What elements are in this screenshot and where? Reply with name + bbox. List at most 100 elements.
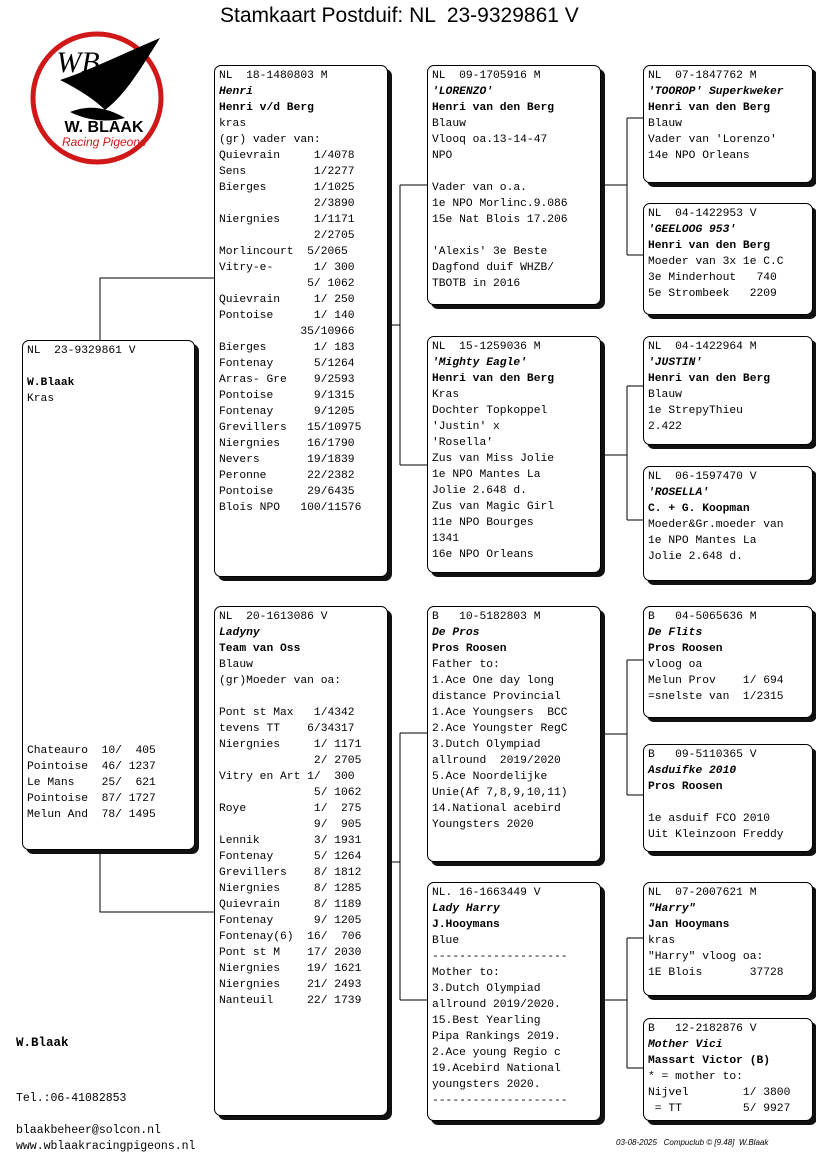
ring-number: NL 07-1847762 M	[648, 70, 757, 82]
spacer	[432, 164, 600, 180]
pigeon-card: NL. 16-1663449 V Lady Harry J.Hooymans Blue…	[427, 882, 601, 1121]
note-line: 1e StrepyThieu	[648, 405, 743, 417]
note-line: 5e Strombeek 2209	[648, 288, 777, 300]
note-line: Nevers 19/1839	[219, 454, 355, 466]
note-line: Vitry-e- 1/ 300	[219, 262, 355, 274]
note-line: Pontoise 9/1315	[219, 390, 355, 402]
note-line: 'Rosella'	[432, 437, 494, 449]
note-line: Kras	[27, 393, 55, 405]
spacer	[648, 795, 812, 811]
note-line: (gr)Moeder van oa:	[219, 675, 342, 687]
note-line: 16e NPO Orleans	[432, 549, 534, 561]
phone: Tel.:06-41082853	[16, 1092, 127, 1105]
email: blaakbeheer@solcon.nl	[16, 1124, 161, 1137]
note-line: Niergnies 1/ 1171	[219, 739, 362, 751]
note-line: Niergnies 19/ 1621	[219, 963, 362, 975]
note-line: Sens 1/2277	[219, 166, 355, 178]
pigeon-card: NL 04-1422953 V 'GEELOOG 953' Henri van de…	[643, 203, 813, 315]
result-line: Chateauro 10/ 405	[27, 745, 156, 757]
note-line: Morlincourt 5/2065	[219, 246, 348, 258]
note-line: Blois NPO 100/11576	[219, 502, 362, 514]
note-line: distance Provincial	[432, 691, 561, 703]
note-line: Vitry en Art 1/ 300	[219, 771, 355, 783]
note-line: 5/ 1062	[219, 787, 362, 799]
pigeon-card: NL 15-1259036 M 'Mighty Eagle' Henri van d…	[427, 336, 601, 573]
ring-number: NL 15-1259036 M	[432, 341, 541, 353]
breeder: Henri van den Berg	[648, 102, 771, 114]
note-line: Fontenay 5/ 1264	[219, 851, 362, 863]
note-line: 2/ 2705	[219, 755, 362, 767]
note-line: Uit Kleinzoon Freddy	[648, 829, 784, 841]
note-line: 15e Nat Blois 17.206	[432, 214, 568, 226]
note-line: 2.Ace Youngster RegC	[432, 723, 568, 735]
note-line: (gr) vader van:	[219, 134, 321, 146]
note-line: Grevillers 15/10975	[219, 422, 362, 434]
breeder: J.Hooymans	[432, 919, 500, 931]
note-line: Lennik 3/ 1931	[219, 835, 362, 847]
note-line: Niergnies 16/1790	[219, 438, 355, 450]
note-line: kras	[648, 935, 676, 947]
note-line: Quievrain 1/4078	[219, 150, 355, 162]
result-line: Le Mans 25/ 621	[27, 777, 156, 789]
ring-number: B 04-5065636 M	[648, 611, 757, 623]
pigeon-name: De Pros	[432, 627, 480, 639]
ring-number: NL. 16-1663449 V	[432, 887, 541, 899]
breeder: Pros Roosen	[648, 643, 723, 655]
note-line: vloog oa	[648, 659, 703, 671]
note-line: kras	[219, 118, 247, 130]
note-line: 1e NPO Morlinc.9.086	[432, 198, 568, 210]
note-line: Arras- Gre 9/2593	[219, 374, 355, 386]
pigeon-card: B 09-5110365 V Asduifke 2010 Pros Roosen 1e…	[643, 744, 813, 852]
note-line: Blauw	[648, 118, 682, 130]
note-line: 'Justin' x	[432, 421, 500, 433]
logo: WB W. BLAAK Racing Pigeons	[30, 31, 164, 165]
breeder: Team van Oss	[219, 643, 301, 655]
note-line: "Harry" vloog oa:	[648, 951, 764, 963]
breeder: Henri v/d Berg	[219, 102, 314, 114]
note-line: 'Alexis' 3e Beste	[432, 246, 548, 258]
note-line: 15.Best Yearling	[432, 1015, 541, 1027]
note-line: Pipa Rankings 2019.	[432, 1031, 561, 1043]
note-line: 5/ 1062	[219, 278, 355, 290]
pigeon-card: NL 23-9329861 V W.Blaak Kras Chateauro 10/ …	[22, 340, 195, 850]
breeder: C. + G. Koopman	[648, 503, 750, 515]
note-line: 2/3890	[219, 198, 355, 210]
note-line: Moeder van 3x 1e C.C	[648, 256, 784, 268]
ring-number: NL 07-2007621 M	[648, 887, 757, 899]
note-line: Blue	[432, 935, 460, 947]
logo-initials: WB	[56, 46, 99, 79]
result-line: Melun And 78/ 1495	[27, 809, 156, 821]
note-line: Fontenay(6) 16/ 706	[219, 931, 362, 943]
ring-number: NL 09-1705916 M	[432, 70, 541, 82]
note-line: 2/2705	[219, 230, 355, 242]
note-line: 1E Blois 37728	[648, 967, 784, 979]
spacer	[219, 689, 387, 705]
note-line: Youngsters 2020	[432, 819, 534, 831]
note-line: Niergnies 21/ 2493	[219, 979, 362, 991]
breeder: W.Blaak	[27, 377, 75, 389]
note-line: --------------------	[432, 1095, 568, 1107]
note-line: Melun Prov 1/ 694	[648, 675, 784, 687]
note-line: 14.National acebird	[432, 803, 561, 815]
breeder: Henri van den Berg	[648, 240, 771, 252]
pigeon-name: 'Mighty Eagle'	[432, 357, 527, 369]
spacer	[432, 228, 600, 244]
note-line: allround 2019/2020	[432, 755, 561, 767]
note-line: tevens TT 6/34317	[219, 723, 355, 735]
note-line: Jolie 2.648 d.	[432, 485, 527, 497]
note-line: Fontenay 9/1205	[219, 406, 355, 418]
note-line: 9/ 905	[219, 819, 362, 831]
note-line: Vader van 'Lorenzo'	[648, 134, 777, 146]
breeder: Henri van den Berg	[648, 373, 771, 385]
note-line: 3e Minderhout 740	[648, 272, 777, 284]
ring-number: NL 23-9329861 V	[27, 345, 136, 357]
note-line: 11e NPO Bourges	[432, 517, 534, 529]
note-line: Nanteuil 22/ 1739	[219, 995, 362, 1007]
note-line: 1341	[432, 533, 460, 545]
pigeon-card: NL 04-1422964 M 'JUSTIN' Henri van den Ber…	[643, 336, 813, 445]
note-line: Mother to:	[432, 967, 500, 979]
pigeon-name: Ladyny	[219, 627, 260, 639]
note-line: Father to:	[432, 659, 500, 671]
